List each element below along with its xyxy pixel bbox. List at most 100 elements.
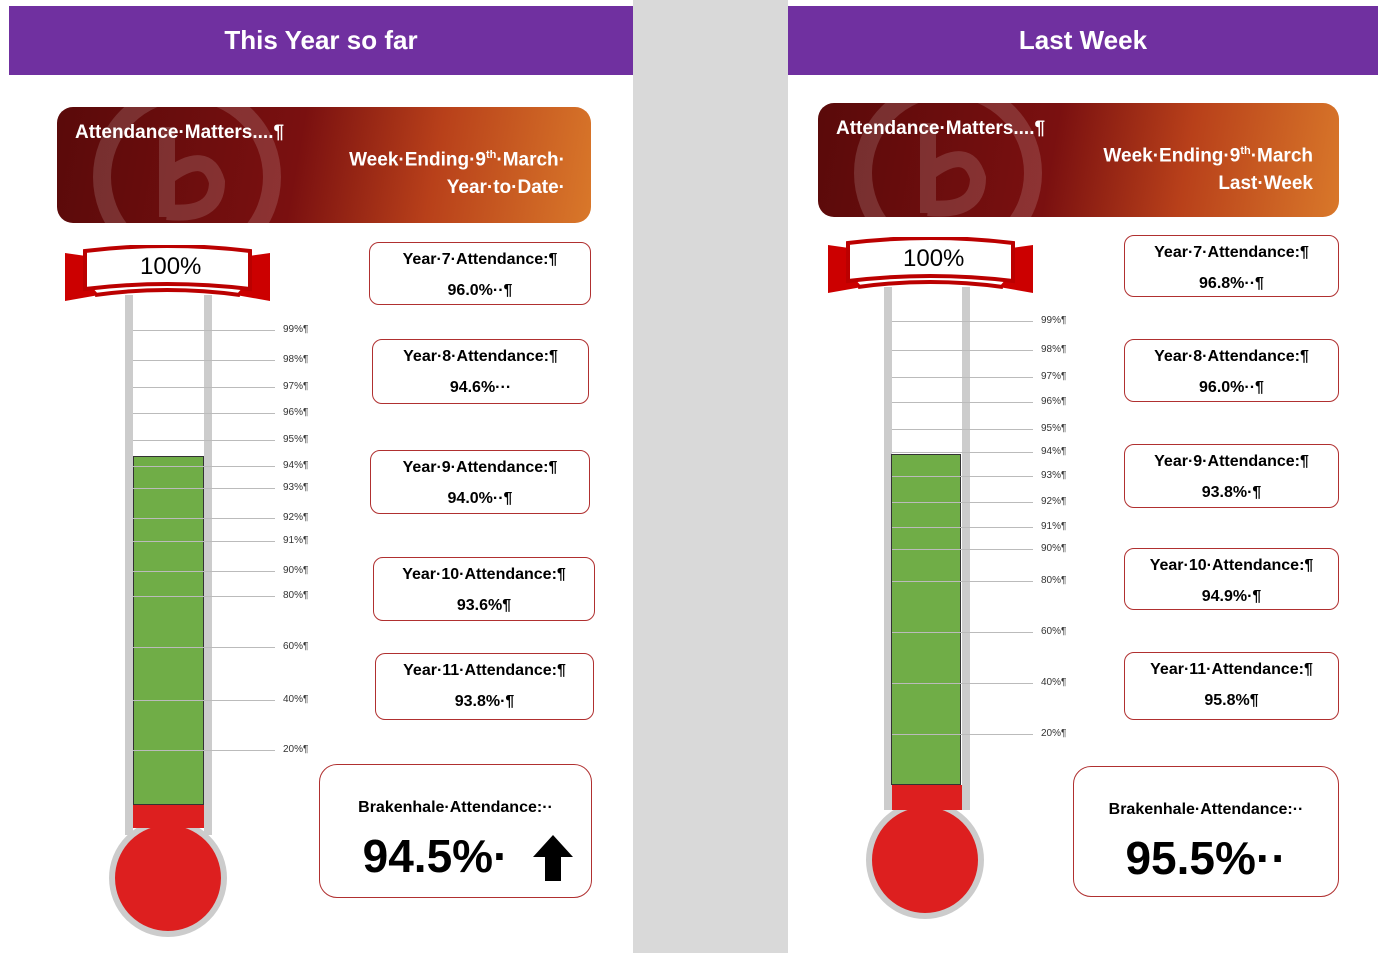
scale-line [133,750,275,751]
total-label: Brakenhale·Attendance:·· [320,799,591,817]
scale-label: 20%¶ [1041,728,1066,739]
year-value: 93.6%¶ [374,597,594,615]
scale-label: 95%¶ [1041,423,1066,434]
divider [633,0,788,953]
scale-label: 94%¶ [283,460,308,471]
scale-line [133,647,275,648]
year-value: 95.8%¶ [1125,692,1338,710]
total-box: Brakenhale·Attendance:·· 95.5%·· [1073,766,1339,897]
scale-line [133,413,275,414]
banner-week: Week·Ending·9th·March· [349,149,565,171]
year-value: 96.0%··¶ [1125,379,1338,397]
week-end: ·March· [496,149,565,170]
scale-line [133,330,275,331]
scale-line [892,402,1033,403]
scale-line [133,387,275,388]
scale-line [892,527,1033,528]
year-value: 94.9%·¶ [1125,588,1338,606]
bulb [109,819,227,937]
year-value: 94.0%··¶ [371,490,589,508]
up-arrow [533,835,573,881]
year-box: Year·7·Attendance:¶96.8%··¶ [1124,235,1339,297]
year-value: 96.0%··¶ [370,282,590,300]
scale-label: 99%¶ [1041,315,1066,326]
scale-label: 80%¶ [283,590,308,601]
year-value: 93.8%·¶ [376,693,593,711]
scale-label: 98%¶ [1041,344,1066,355]
scale-label: 40%¶ [283,694,308,705]
scale-line [892,683,1033,684]
banner: Attendance·Matters....¶ Week·Ending·9th·M… [818,103,1339,217]
scale-label: 90%¶ [1041,543,1066,554]
scale-label: 98%¶ [283,354,308,365]
year-label: Year·11·Attendance:¶ [376,662,593,680]
week-sup: th [486,149,496,161]
year-box: Year·8·Attendance:¶ 96.0%··¶ [1124,339,1339,402]
total-value: 95.5%·· [1074,831,1338,885]
year-label: Year·11·Attendance:¶ [1125,661,1338,679]
flag-label: 100% [903,245,964,273]
year-value: 93.8%·¶ [1125,484,1338,502]
scale-line [892,350,1033,351]
banner-week: Week·Ending·9th·March [1103,145,1313,167]
total-box: Brakenhale·Attendance:·· 94.5%· [319,764,592,898]
year-box: Year·9·Attendance:¶ 93.8%·¶ [1124,444,1339,508]
year-box: Year·8·Attendance:¶ 94.6%··· [372,339,589,404]
scale-line [133,440,275,441]
banner-title: Attendance·Matters....¶ [75,122,284,144]
scale-line [133,596,275,597]
scale-label: 80%¶ [1041,575,1066,586]
year-label: Year·8·Attendance:¶ [1125,348,1338,366]
scale-label: 95%¶ [283,434,308,445]
scale-label: 91%¶ [1041,521,1066,532]
fill-green [891,454,961,785]
year-label: Year·9·Attendance:¶ [371,459,589,477]
year-box: Year·7·Attendance:¶96.0%··¶ [369,242,591,305]
year-box: Year·9·Attendance:¶ 94.0%··¶ [370,450,590,514]
total-label: Brakenhale·Attendance:·· [1074,801,1338,819]
scale-label: 90%¶ [283,565,308,576]
banner-period: Year·to·Date· [447,177,565,199]
scale-label: 93%¶ [1041,470,1066,481]
scale-label: 97%¶ [283,381,308,392]
week-text: Week·Ending·9 [1103,145,1240,166]
scale-line [892,581,1033,582]
banner-period: Last·Week [1218,173,1313,195]
year-label: Year·8·Attendance:¶ [373,348,588,366]
scale-label: 97%¶ [1041,371,1066,382]
scale-label: 96%¶ [283,407,308,418]
tube-red [133,805,204,828]
year-label: Year·10·Attendance:¶ [374,566,594,584]
year-box: Year·11·Attendance:¶ 93.8%·¶ [375,653,594,720]
week-sup: th [1240,145,1250,157]
scale-line [892,476,1033,477]
fill-green [133,456,204,805]
scale-line [133,541,275,542]
panel-header: Last Week [788,6,1378,75]
scale-label: 91%¶ [283,535,308,546]
scale-label: 20%¶ [283,744,308,755]
year-label: Year·9·Attendance:¶ [1125,453,1338,471]
banner-title: Attendance·Matters....¶ [836,118,1045,140]
scale-label: 94%¶ [1041,446,1066,457]
scale-label: 93%¶ [283,482,308,493]
scale-line [892,734,1033,735]
year-value: 96.8%··¶ [1125,275,1338,293]
year-value: 94.6%··· [373,379,588,397]
week-text: Week·Ending·9 [349,149,486,170]
scale-line [133,518,275,519]
scale-line [133,700,275,701]
year-box: Year·10·Attendance:¶ 93.6%¶ [373,557,595,621]
flag-label: 100% [140,253,201,281]
scale-label: 60%¶ [283,641,308,652]
total-value: 94.5%· [320,829,551,883]
year-box: Year·11·Attendance:¶ 95.8%¶ [1124,652,1339,720]
year-box: Year·10·Attendance:¶94.9%·¶ [1124,548,1339,610]
scale-line [133,360,275,361]
week-end: ·March [1251,145,1313,166]
scale-line [892,429,1033,430]
scale-line [892,321,1033,322]
scale-label: 60%¶ [1041,626,1066,637]
scale-line [133,488,275,489]
scale-label: 96%¶ [1041,396,1066,407]
